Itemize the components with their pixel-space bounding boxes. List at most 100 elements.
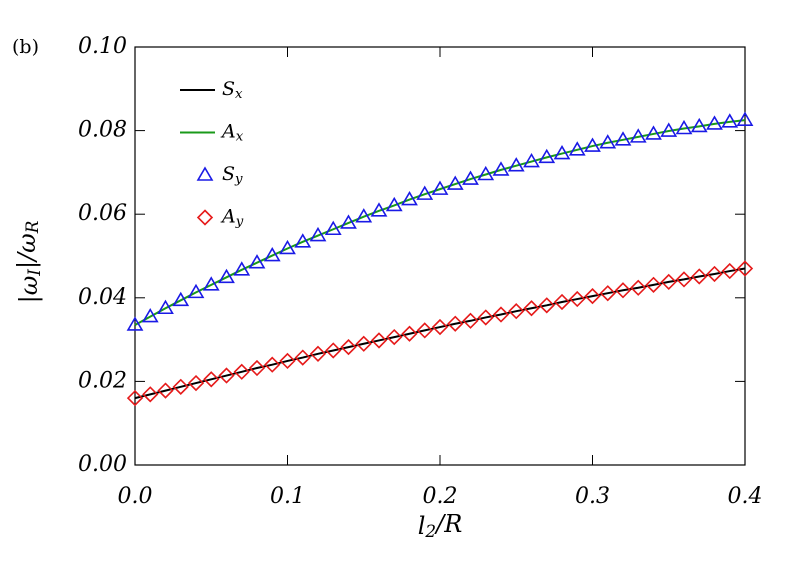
- x-tick-label: 0.4: [728, 484, 763, 509]
- series-marker: [324, 220, 342, 236]
- series-marker: [279, 352, 296, 370]
- legend-marker: [196, 166, 214, 181]
- series-marker: [142, 386, 159, 403]
- series-marker: [248, 254, 266, 269]
- series-marker: [202, 276, 220, 291]
- x-tick-label: 0.3: [575, 484, 610, 509]
- series-marker: [187, 283, 205, 299]
- series-marker: [523, 152, 540, 168]
- series-marker: [614, 282, 632, 299]
- series-marker: [553, 293, 571, 311]
- series-marker: [629, 128, 647, 143]
- series-marker: [599, 134, 617, 149]
- series-marker: [141, 308, 159, 323]
- series-marker: [126, 389, 144, 407]
- series-marker: [447, 315, 464, 332]
- series-marker: [492, 306, 510, 323]
- series-marker: [233, 363, 250, 380]
- series-marker: [568, 141, 586, 156]
- series-marker: [203, 371, 220, 388]
- series-marker: [431, 180, 449, 195]
- y-axis-label: |ωI​|/ωR​: [12, 220, 43, 303]
- series-marker: [126, 316, 144, 331]
- series-marker: [370, 332, 388, 349]
- series-marker: [721, 262, 738, 280]
- y-tick-label: 0.02: [78, 368, 127, 393]
- series-marker: [233, 261, 251, 276]
- series-marker: [584, 287, 601, 305]
- y-tick-label: 0.10: [78, 34, 127, 59]
- x-tick-label: 0.2: [423, 484, 458, 509]
- series-marker: [431, 318, 449, 336]
- series-marker: [309, 345, 327, 362]
- series-marker: [218, 367, 235, 384]
- series-marker: [553, 145, 571, 160]
- legend-label: Ax​: [220, 121, 244, 144]
- series-marker: [508, 303, 525, 320]
- series-marker: [416, 185, 434, 200]
- series-marker: [294, 233, 312, 248]
- series-marker: [706, 115, 723, 130]
- x-axis-label: l2​/R: [418, 509, 463, 540]
- series-marker: [325, 342, 342, 359]
- series-marker: [157, 382, 174, 399]
- series-marker: [477, 309, 494, 326]
- legend-label: Ay​: [220, 206, 244, 229]
- series-marker: [736, 260, 754, 277]
- series-marker: [660, 273, 677, 291]
- plot-frame: [134, 46, 746, 466]
- series-marker: [340, 338, 357, 356]
- x-tick-label: 0.1: [270, 484, 305, 509]
- series-marker: [691, 268, 708, 285]
- series-marker: [736, 111, 754, 126]
- panel-label: (b): [12, 36, 39, 58]
- series-marker: [569, 290, 586, 308]
- series-marker: [584, 137, 601, 152]
- series-marker: [614, 131, 632, 146]
- series-marker: [172, 378, 189, 395]
- series-marker: [264, 356, 281, 373]
- y-tick-label: 0.00: [78, 452, 127, 477]
- series-marker: [340, 214, 357, 229]
- series-marker: [660, 122, 678, 137]
- series-marker: [523, 300, 540, 317]
- series-marker: [645, 276, 662, 293]
- series-marker: [690, 117, 708, 133]
- series-marker: [355, 335, 372, 352]
- series-marker: [401, 325, 418, 342]
- series-marker: [446, 175, 464, 190]
- x-tick-label: 0.0: [118, 484, 153, 509]
- series-marker: [599, 285, 616, 302]
- legend-marker: [196, 209, 214, 226]
- series-marker: [645, 125, 662, 140]
- series-marker: [538, 297, 555, 314]
- series-marker: [630, 279, 647, 296]
- series-marker: [386, 328, 403, 346]
- series-marker: [294, 349, 311, 366]
- series-marker: [218, 268, 235, 284]
- series-marker: [706, 265, 723, 283]
- y-tick-label: 0.06: [78, 201, 127, 226]
- series-marker: [462, 312, 479, 329]
- series-marker: [248, 359, 266, 377]
- y-tick-label: 0.08: [78, 118, 127, 143]
- series-marker: [538, 148, 556, 164]
- series-marker: [675, 119, 693, 135]
- series-marker: [477, 165, 495, 181]
- series-marker: [721, 113, 739, 128]
- legend-label: Sy​: [222, 163, 243, 186]
- legend-label: Sx​: [222, 78, 243, 101]
- series-marker: [401, 190, 418, 206]
- series-marker: [370, 202, 388, 217]
- series-marker: [187, 374, 205, 392]
- series-marker: [157, 299, 174, 315]
- series-marker: [172, 291, 190, 307]
- series-marker: [263, 246, 281, 262]
- series-marker: [675, 271, 693, 288]
- series-marker: [309, 226, 327, 242]
- series-marker: [279, 239, 296, 255]
- y-tick-label: 0.04: [78, 285, 127, 310]
- series-marker: [416, 322, 433, 339]
- series-marker: [385, 196, 403, 212]
